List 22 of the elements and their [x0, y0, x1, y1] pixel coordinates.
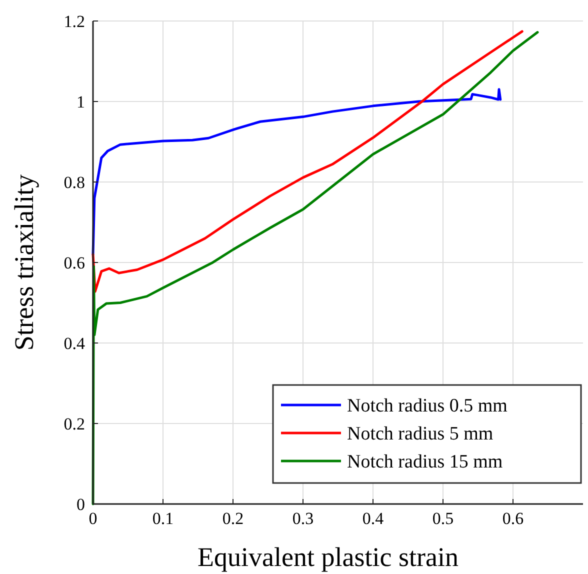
x-tick-label: 0 [88, 509, 98, 528]
y-tick-label: 1 [76, 92, 85, 112]
line-series [92, 31, 539, 506]
x-axis-title: Equivalent plastic strain [198, 542, 459, 572]
legend-label: Notch radius 15 mm [347, 452, 503, 473]
x-tick-label: 0.6 [502, 509, 524, 528]
y-tick-label: 0.8 [64, 172, 85, 192]
y-tick-label: 0 [76, 494, 85, 514]
line-series [92, 30, 524, 293]
legend-label: Notch radius 5 mm [347, 424, 494, 445]
x-tick-label: 0.3 [292, 509, 314, 528]
x-tick-label: 0.2 [222, 509, 244, 528]
y-tick-label: 0.2 [64, 414, 85, 434]
y-tick-label: 0.4 [64, 334, 86, 353]
x-tick-label: 0.5 [432, 509, 454, 528]
x-tick-label: 0.1 [152, 509, 174, 528]
legend-label: Notch radius 0.5 mm [347, 396, 508, 417]
x-tick-label: 0.4 [362, 509, 384, 528]
y-tick-label: 1.2 [64, 12, 85, 31]
y-tick-label: 0.6 [64, 253, 85, 272]
line-series [92, 88, 502, 256]
y-axis-title: Stress triaxiality [9, 174, 39, 351]
